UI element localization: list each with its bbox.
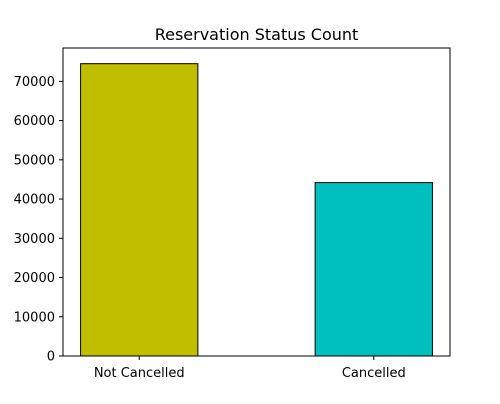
x-tick-label: Not Cancelled [94,366,185,381]
y-axis-ticks: 0 10000 20000 30000 40000 50000 60000 70000 [14,75,63,365]
y-tick-label: 30000 [14,232,55,247]
y-tick-label: 70000 [14,75,55,90]
x-tick-label: Cancelled [342,366,406,381]
bars-layer [80,63,433,357]
y-tick-label: 60000 [14,114,55,129]
x-axis-ticks: Not Cancelled Cancelled [94,356,406,381]
chart-title: Reservation Status Count [155,25,359,44]
bar-not-cancelled [80,63,199,357]
y-tick-label: 10000 [14,310,55,325]
y-tick-label: 0 [47,350,55,365]
bar-cancelled [314,182,433,357]
y-tick-label: 20000 [14,271,55,286]
plot-frame [62,47,451,357]
y-tick-label: 50000 [14,153,55,168]
y-tick-label: 40000 [14,193,55,208]
